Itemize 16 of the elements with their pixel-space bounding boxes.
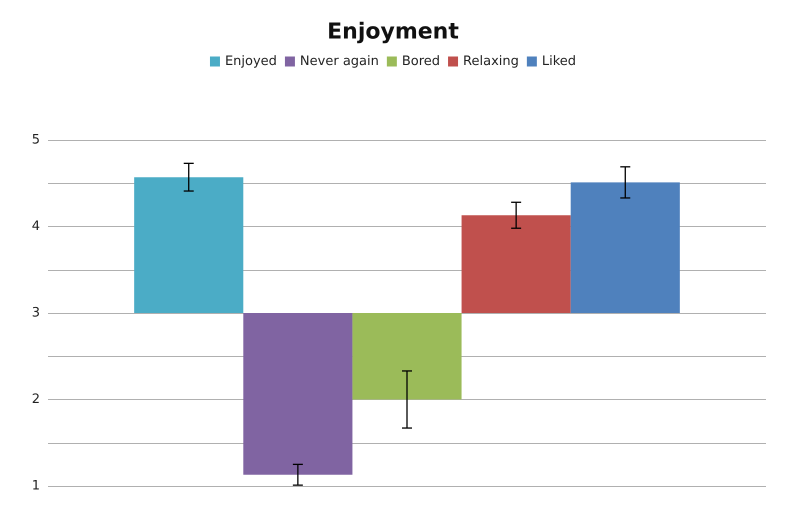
bar <box>570 182 680 313</box>
bar <box>134 177 244 313</box>
y-tick-label: 5 <box>32 132 40 148</box>
legend-label: Bored <box>402 54 440 69</box>
y-tick-label: 1 <box>32 478 40 494</box>
legend-label: Relaxing <box>463 54 519 69</box>
y-tick-label: 4 <box>32 219 40 234</box>
legend-label: Enjoyed <box>224 54 277 69</box>
bar <box>462 215 571 313</box>
legend-label: Never again <box>300 54 379 69</box>
bar <box>243 313 352 475</box>
chart-title: Enjoyment <box>327 20 460 44</box>
legend-label: Liked <box>542 54 576 69</box>
y-tick-label: 3 <box>32 306 40 320</box>
bar <box>352 313 462 400</box>
y-tick-label: 2 <box>32 392 40 407</box>
